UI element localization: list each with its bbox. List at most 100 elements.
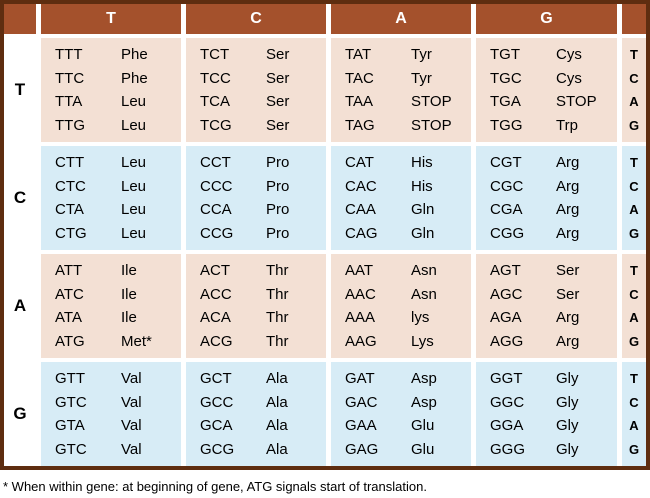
- codon-line: TAC Tyr: [345, 67, 471, 91]
- codon-line: TCC Ser: [200, 67, 326, 91]
- header-corner-left: [4, 4, 36, 34]
- third-base-label: A: [629, 202, 639, 218]
- codon-text: GCC: [200, 393, 234, 411]
- amino-acid-text: STOP: [411, 116, 452, 134]
- codon-cell: CCT Pro CCC Pro CCA Pro CCG Pro: [186, 146, 326, 250]
- codon-line: ACC Thr: [200, 283, 326, 307]
- codon-text: TCT: [200, 46, 230, 64]
- codon-line: CCT Pro: [200, 151, 326, 175]
- amino-acid-text: Leu: [121, 224, 147, 242]
- amino-acid-text: His: [411, 154, 433, 172]
- codon-text: ATG: [55, 332, 85, 350]
- codon-text: GTT: [55, 370, 85, 388]
- codon-line: TCT Ser: [200, 43, 326, 67]
- amino-acid-text: Ala: [266, 417, 288, 435]
- codon-line: CGT Arg: [490, 151, 617, 175]
- codon-line: CGG Arg: [490, 222, 617, 246]
- codon-line: TCA Ser: [200, 90, 326, 114]
- second-base-header: T C A G: [4, 4, 646, 34]
- codon-line: GAT Asp: [345, 367, 471, 391]
- codon-text: AAT: [345, 262, 374, 280]
- codon-line: TAA STOP: [345, 90, 471, 114]
- codon-cell: GTT Val GTC Val GTA Val GTC Val: [41, 362, 181, 466]
- base-row: G GTT Val GTC Val GTA Val GTC Val GCT Ala GCC Ala GCA…: [4, 362, 646, 466]
- codon-line: GTA Val: [55, 414, 181, 438]
- codon-text: GTA: [55, 417, 85, 435]
- codon-line: TGT Cys: [490, 43, 617, 67]
- codon-line: GAG Glu: [345, 438, 471, 462]
- codon-text: CCG: [200, 224, 234, 242]
- codon-line: CTC Leu: [55, 175, 181, 199]
- amino-acid-text: Met*: [121, 332, 152, 350]
- amino-acid-text: Pro: [266, 224, 290, 242]
- codon-table-body: T TTT Phe TTC Phe TTA Leu TTG Leu TCT Ser TCC Ser TCA…: [4, 38, 646, 466]
- codon-line: CAC His: [345, 175, 471, 199]
- amino-acid-text: Tyr: [411, 46, 432, 64]
- codon-text: TAC: [345, 69, 374, 87]
- third-base-label: A: [629, 94, 639, 110]
- amino-acid-text: Arg: [556, 309, 580, 327]
- amino-acid-text: Gly: [556, 417, 579, 435]
- amino-acid-text: Arg: [556, 154, 580, 172]
- codon-line: GCA Ala: [200, 414, 326, 438]
- codon-line: CGA Arg: [490, 198, 617, 222]
- amino-acid-text: Asp: [411, 393, 437, 411]
- amino-acid-text: Val: [121, 370, 142, 388]
- amino-acid-text: Arg: [556, 201, 580, 219]
- codon-text: GGC: [490, 393, 525, 411]
- codon-line: TTG Leu: [55, 114, 181, 138]
- codon-text: TAG: [345, 116, 375, 134]
- amino-acid-text: Ile: [121, 262, 137, 280]
- codon-line: AGC Ser: [490, 283, 617, 307]
- codon-text: TTC: [55, 69, 85, 87]
- amino-acid-text: lys: [411, 309, 430, 327]
- codon-line: CCC Pro: [200, 175, 326, 199]
- codon-text: AGC: [490, 285, 523, 303]
- third-base-label: G: [628, 225, 640, 241]
- amino-acid-text: Ser: [556, 262, 580, 280]
- amino-acid-text: Leu: [121, 154, 147, 172]
- codon-text: GCT: [200, 370, 232, 388]
- third-base-label: A: [629, 418, 639, 434]
- codon-text: GTC: [55, 440, 87, 458]
- codon-text: TCC: [200, 69, 231, 87]
- codon-text: TCG: [200, 116, 232, 134]
- amino-acid-text: Ser: [556, 285, 580, 303]
- amino-acid-text: Glu: [411, 440, 435, 458]
- header-corner-right: [622, 4, 646, 34]
- amino-acid-text: Arg: [556, 177, 580, 195]
- codon-cell: TAT Tyr TAC Tyr TAA STOP TAG STOP: [331, 38, 471, 142]
- codon-text: CTC: [55, 177, 86, 195]
- codon-line: AAA lys: [345, 306, 471, 330]
- amino-acid-text: Ile: [121, 309, 137, 327]
- footnote: * When within gene: at beginning of gene…: [3, 479, 427, 494]
- codon-cell: GCT Ala GCC Ala GCA Ala GCG Ala: [186, 362, 326, 466]
- codon-text: CTA: [55, 201, 84, 219]
- codon-line: AGT Ser: [490, 259, 617, 283]
- amino-acid-text: Cys: [556, 69, 582, 87]
- codon-line: GGT Gly: [490, 367, 617, 391]
- codon-line: ACG Thr: [200, 330, 326, 354]
- amino-acid-text: Gly: [556, 370, 579, 388]
- codon-line: TTT Phe: [55, 43, 181, 67]
- codon-text: GTC: [55, 393, 87, 411]
- codon-text: GCG: [200, 440, 235, 458]
- amino-acid-text: Ser: [266, 69, 290, 87]
- codon-cell: TGT Cys TGC Cys TGA STOP TGG Trp: [476, 38, 617, 142]
- codon-text: AGG: [490, 332, 524, 350]
- codon-line: ATT Ile: [55, 259, 181, 283]
- codon-line: GCT Ala: [200, 367, 326, 391]
- codon-line: TGA STOP: [490, 90, 617, 114]
- first-base-label: G: [4, 362, 36, 466]
- amino-acid-text: Gln: [411, 201, 435, 219]
- codon-line: ACT Thr: [200, 259, 326, 283]
- amino-acid-text: Pro: [266, 154, 290, 172]
- amino-acid-text: Glu: [411, 417, 435, 435]
- base-row: A ATT Ile ATC Ile ATA Ile ATG Met* ACT Thr ACC Thr AC…: [4, 254, 646, 358]
- codon-text: AGA: [490, 309, 522, 327]
- codon-text: CGT: [490, 154, 522, 172]
- codon-text: AAG: [345, 332, 377, 350]
- amino-acid-text: Ser: [266, 93, 290, 111]
- codon-line: ATA Ile: [55, 306, 181, 330]
